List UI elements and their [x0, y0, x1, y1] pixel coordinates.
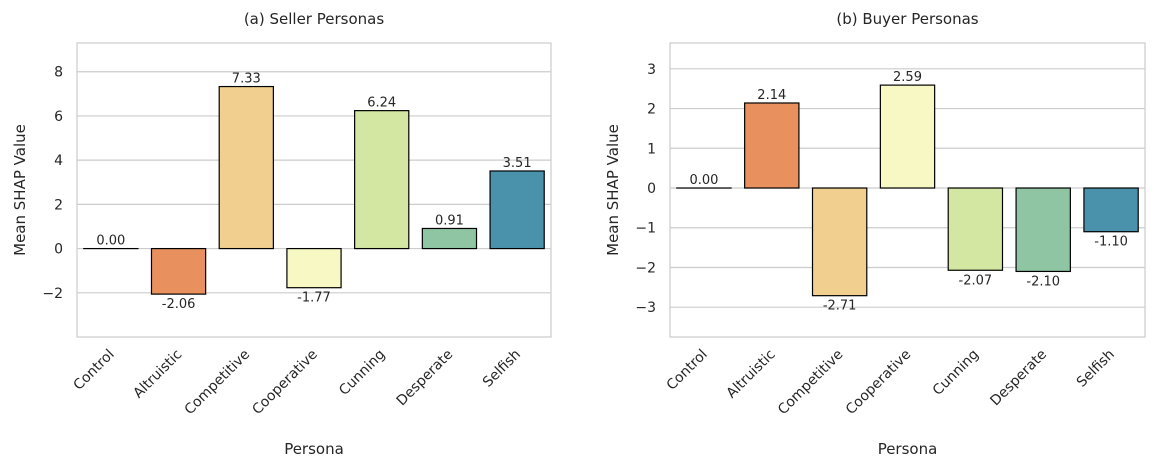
- bar-altruistic: [744, 102, 800, 189]
- x-tick-label: Cunning: [336, 347, 388, 399]
- data-label: -1.10: [1094, 235, 1128, 250]
- chart-title: (a) Seller Personas: [244, 10, 385, 28]
- data-label: -1.77: [297, 291, 331, 306]
- y-tick-label: −2: [42, 286, 63, 302]
- x-tick-label: Desperate: [987, 347, 1050, 410]
- bar-desperate: [421, 227, 478, 250]
- bar-cunning: [354, 110, 410, 250]
- x-tick-label: Selfish: [480, 347, 524, 391]
- y-tick-label: 2: [54, 197, 63, 213]
- chart-panel-2: −3 −2 −1 0 1 2 3 0.00 2.14 -2.71 2.59 -2.07 -2.10 -1.…: [604, 10, 1146, 458]
- x-tick-label: Altruistic: [130, 347, 185, 402]
- data-label: 2.14: [757, 88, 786, 103]
- y-tick-label: −2: [635, 260, 656, 276]
- bar-selfish: [1083, 187, 1139, 233]
- data-label: -2.10: [1026, 274, 1060, 289]
- data-label: 3.51: [503, 156, 532, 171]
- x-axis-label: Persona: [878, 440, 938, 458]
- y-tick-label: 6: [54, 109, 63, 125]
- y-tick-label: 0: [54, 242, 63, 258]
- x-tick-label: Cunning: [930, 347, 982, 399]
- y-tick-label: 8: [54, 65, 63, 81]
- chart-title: (b) Buyer Personas: [836, 10, 978, 28]
- bar-selfish: [489, 170, 545, 250]
- y-tick-label: 1: [647, 141, 656, 157]
- y-tick-label: −1: [635, 221, 656, 237]
- x-tick-label: Cooperative: [843, 347, 914, 418]
- data-label: 6.24: [367, 96, 396, 111]
- y-tick-label: 0: [647, 181, 656, 197]
- x-tick-label: Cooperative: [249, 347, 320, 418]
- y-tick-label: 3: [647, 62, 656, 78]
- bar-cooperative: [286, 247, 342, 289]
- data-label: -2.71: [823, 299, 857, 314]
- data-label: 7.33: [232, 72, 261, 87]
- x-tick-label: Competitive: [775, 347, 847, 419]
- y-tick-label: 2: [647, 102, 656, 118]
- chart-panel-1: −2 0 2 4 6 8 0.00 -2.06 7.33 -1.77 6.24 0.91 3.51 Con…: [11, 10, 552, 458]
- x-tick-label: Competitive: [182, 347, 254, 419]
- plot-frame: [669, 42, 1146, 338]
- bar-altruistic: [150, 247, 207, 295]
- y-axis-label: Mean SHAP Value: [604, 124, 622, 256]
- bar-competitive: [811, 187, 868, 297]
- x-tick-label: Selfish: [1074, 347, 1118, 391]
- x-tick-label: Desperate: [394, 347, 457, 410]
- data-label: 0.00: [96, 234, 125, 249]
- y-tick-label: −3: [635, 300, 656, 316]
- data-label: -2.06: [162, 297, 196, 312]
- data-label: -2.07: [959, 273, 993, 288]
- x-tick-label: Control: [71, 347, 118, 394]
- bar-cunning: [947, 187, 1004, 271]
- x-axis-label: Persona: [284, 440, 344, 458]
- bar-desperate: [1015, 187, 1071, 273]
- plot-frame: [76, 42, 552, 338]
- y-tick-label: 4: [54, 153, 63, 169]
- bar-competitive: [218, 85, 274, 250]
- x-tick-label: Control: [664, 347, 711, 394]
- data-label: 2.59: [893, 70, 922, 85]
- data-label: 0.91: [435, 213, 464, 228]
- bar-cooperative: [879, 84, 936, 189]
- x-tick-label: Altruistic: [724, 347, 779, 402]
- data-label: 0.00: [689, 173, 718, 188]
- y-axis-label: Mean SHAP Value: [11, 124, 29, 256]
